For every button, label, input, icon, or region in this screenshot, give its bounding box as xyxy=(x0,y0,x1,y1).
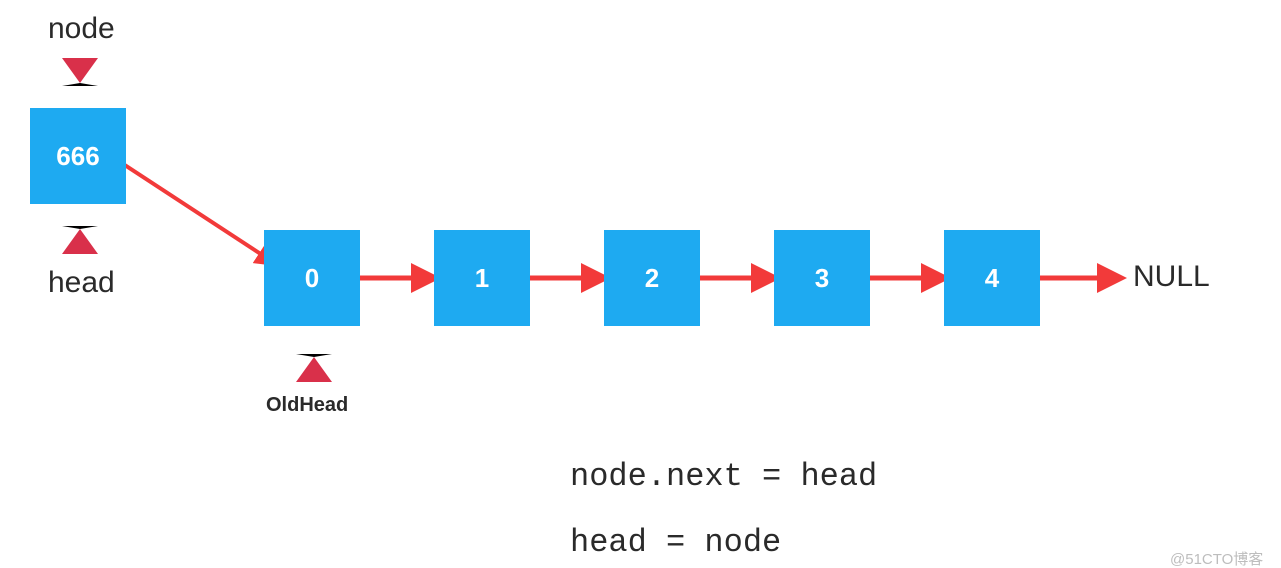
list-node-4: 4 xyxy=(944,230,1040,326)
pointer-label-oldhead: OldHead xyxy=(266,394,348,417)
null-label: NULL xyxy=(1133,260,1210,294)
code-line-1: head = node xyxy=(570,524,781,561)
pointer-triangle-icon xyxy=(296,354,332,382)
list-node-3: 3 xyxy=(774,230,870,326)
pointer-label-node: node xyxy=(48,12,115,46)
arrow-line xyxy=(114,158,276,264)
code-line-0: node.next = head xyxy=(570,458,877,495)
list-node-value: 0 xyxy=(305,263,319,294)
pointer-label-head: head xyxy=(48,266,115,300)
list-node-0: 0 xyxy=(264,230,360,326)
list-node-1: 1 xyxy=(434,230,530,326)
pointer-triangle-icon xyxy=(62,58,98,86)
diagram-canvas: { "type": "linked-list-diagram", "backgr… xyxy=(0,0,1281,568)
list-node-value: 2 xyxy=(645,263,659,294)
list-node-2: 2 xyxy=(604,230,700,326)
new-node-box: 666 xyxy=(30,108,126,204)
list-node-value: 3 xyxy=(815,263,829,294)
pointer-triangle-icon xyxy=(62,226,98,254)
list-node-value: 1 xyxy=(475,263,489,294)
new-node-value: 666 xyxy=(56,141,99,172)
list-node-value: 4 xyxy=(985,263,999,294)
watermark-text: @51CTO博客 xyxy=(1170,548,1263,568)
